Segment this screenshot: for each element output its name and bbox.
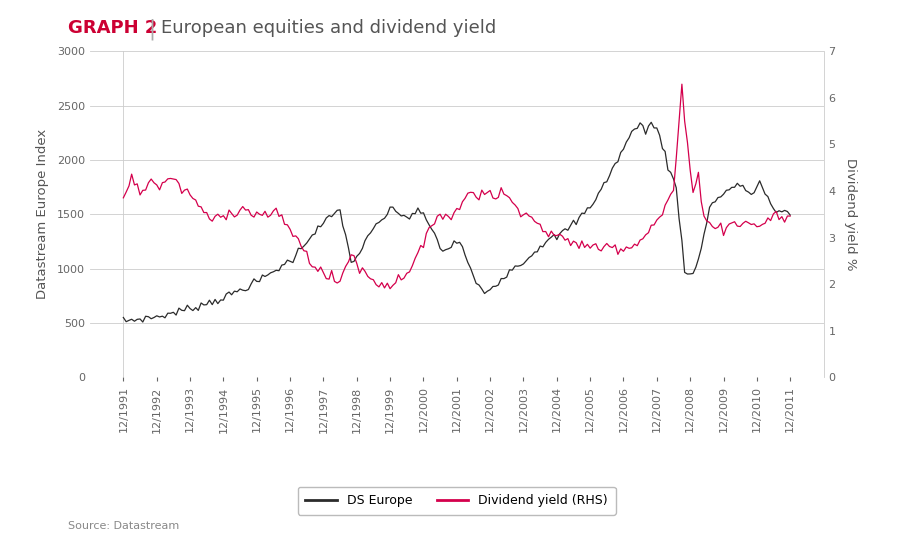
Text: |: | xyxy=(148,19,156,40)
Y-axis label: Dividend yield %: Dividend yield % xyxy=(844,158,857,271)
Text: Source: Datastream: Source: Datastream xyxy=(68,521,179,531)
Text: GRAPH 2: GRAPH 2 xyxy=(68,19,157,37)
Text: European equities and dividend yield: European equities and dividend yield xyxy=(161,19,497,37)
Legend: DS Europe, Dividend yield (RHS): DS Europe, Dividend yield (RHS) xyxy=(298,487,616,515)
Y-axis label: Datastream Europe Index: Datastream Europe Index xyxy=(36,129,49,299)
